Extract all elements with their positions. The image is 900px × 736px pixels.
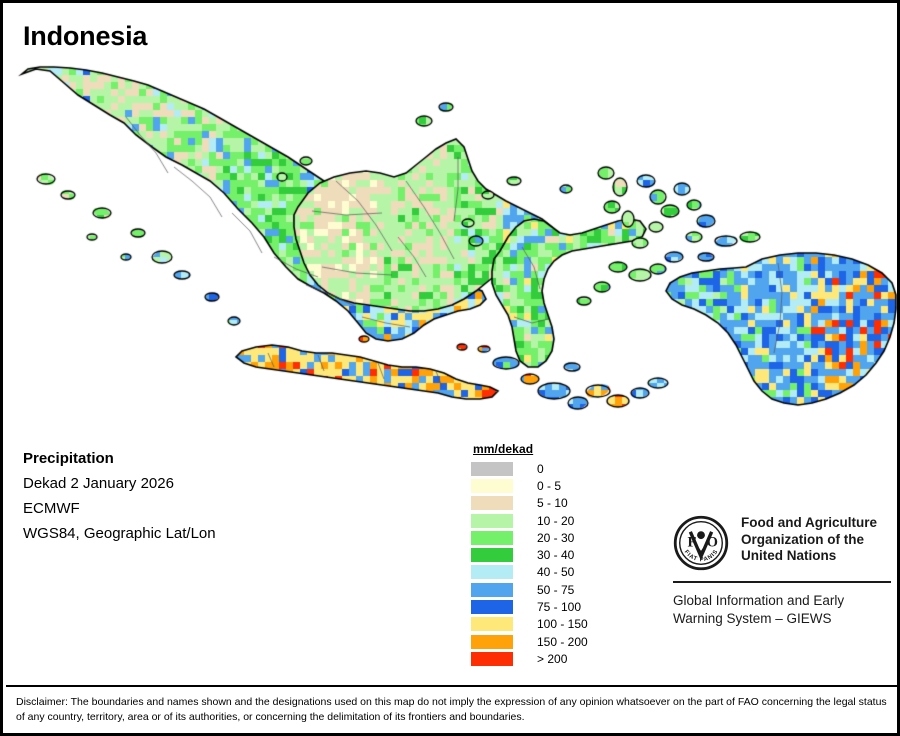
fao-divider bbox=[673, 581, 891, 583]
legend-label: > 200 bbox=[537, 651, 568, 666]
info-projection: WGS84, Geographic Lat/Lon bbox=[23, 525, 216, 542]
legend-row: 100 - 150 bbox=[471, 616, 588, 633]
legend-row: 150 - 200 bbox=[471, 633, 588, 650]
legend-row: 30 - 40 bbox=[471, 546, 588, 563]
fao-sub-line: Global Information and Early bbox=[673, 593, 845, 608]
legend-swatch bbox=[471, 565, 513, 580]
fao-organization-name: Food and Agriculture Organization of the U… bbox=[741, 515, 877, 565]
legend-row: 0 - 5 bbox=[471, 477, 588, 494]
disclaimer-text: Disclaimer: The boundaries and names sho… bbox=[16, 696, 887, 723]
legend-label: 30 - 40 bbox=[537, 548, 575, 563]
legend-swatch bbox=[471, 478, 513, 493]
info-period: Dekad 2 January 2026 bbox=[23, 475, 174, 492]
legend-label: 0 - 5 bbox=[537, 478, 562, 493]
fao-logo: F O FIAT PANIS bbox=[673, 515, 729, 571]
legend-row: 40 - 50 bbox=[471, 564, 588, 581]
map-info-block: Precipitation Dekad 2 January 2026 ECMWF… bbox=[23, 446, 323, 546]
map-canvas bbox=[6, 61, 897, 416]
legend-swatch bbox=[471, 582, 513, 597]
fao-branding: F O FIAT PANIS Food and Agriculture Organ… bbox=[673, 515, 891, 628]
svg-text:O: O bbox=[707, 534, 718, 550]
legend-row: 10 - 20 bbox=[471, 512, 588, 529]
legend-label: 10 - 20 bbox=[537, 513, 575, 528]
info-source: ECMWF bbox=[23, 500, 80, 517]
page-title: Indonesia bbox=[23, 21, 148, 51]
legend-row: 20 - 30 bbox=[471, 529, 588, 546]
legend-swatch bbox=[471, 530, 513, 545]
legend-label: 5 - 10 bbox=[537, 496, 568, 511]
fao-name-line: Organization of the bbox=[741, 531, 864, 547]
legend-swatch bbox=[471, 461, 513, 476]
legend-label: 150 - 200 bbox=[537, 634, 588, 649]
legend-swatch bbox=[471, 548, 513, 563]
legend-swatch bbox=[471, 651, 513, 666]
legend-row: 0 bbox=[471, 460, 588, 477]
legend: mm/dekad 0 0 - 5 5 - 10 10 - 20 20 - 30 30 - … bbox=[471, 442, 588, 668]
disclaimer-divider bbox=[6, 685, 897, 687]
legend-label: 0 bbox=[537, 461, 544, 476]
legend-label: 75 - 100 bbox=[537, 600, 582, 615]
legend-label: 100 - 150 bbox=[537, 617, 588, 632]
legend-label: 50 - 75 bbox=[537, 582, 575, 597]
fao-name-line: Food and Agriculture bbox=[741, 515, 877, 530]
fao-programme-name: Global Information and Early Warning Syst… bbox=[673, 592, 891, 628]
precipitation-map bbox=[6, 61, 897, 416]
info-variable: Precipitation bbox=[23, 450, 114, 467]
legend-row: > 200 bbox=[471, 650, 588, 667]
legend-rows: 0 0 - 5 5 - 10 10 - 20 20 - 30 30 - 40 40 - 50… bbox=[471, 460, 588, 668]
legend-swatch bbox=[471, 617, 513, 632]
fao-name-line: United Nations bbox=[741, 548, 837, 563]
legend-title: mm/dekad bbox=[473, 442, 534, 456]
legend-label: 40 - 50 bbox=[537, 565, 575, 580]
legend-label: 20 - 30 bbox=[537, 530, 575, 545]
legend-swatch bbox=[471, 513, 513, 528]
svg-text:F: F bbox=[688, 534, 697, 550]
legend-row: 75 - 100 bbox=[471, 598, 588, 615]
legend-swatch bbox=[471, 600, 513, 615]
legend-row: 5 - 10 bbox=[471, 495, 588, 512]
legend-swatch bbox=[471, 634, 513, 649]
legend-row: 50 - 75 bbox=[471, 581, 588, 598]
legend-swatch bbox=[471, 496, 513, 511]
fao-sub-line: Warning System – GIEWS bbox=[673, 611, 832, 626]
